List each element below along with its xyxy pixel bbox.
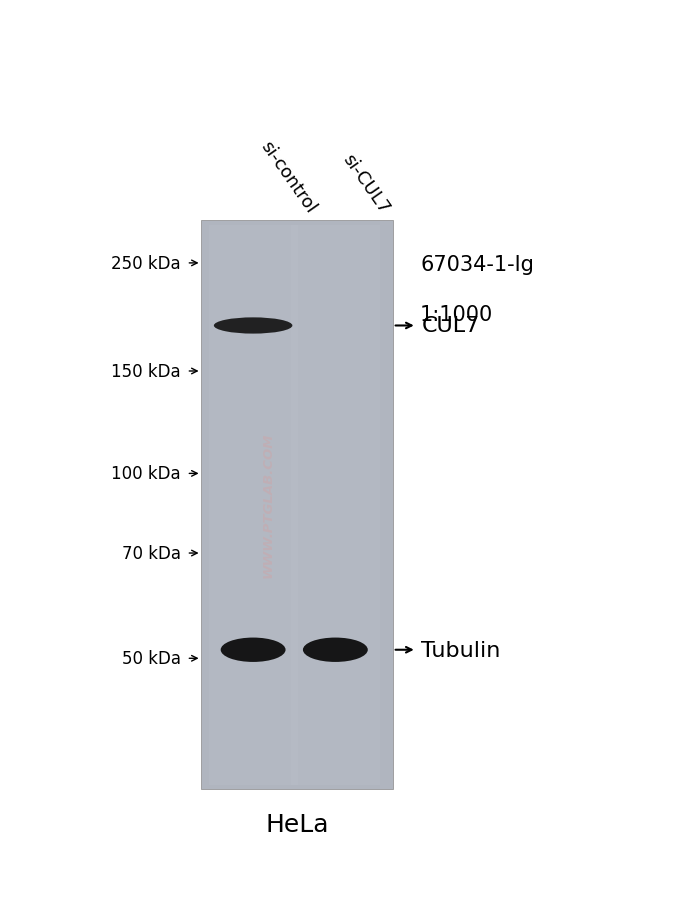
Text: WWW.PTGLAB.COM: WWW.PTGLAB.COM: [262, 433, 275, 577]
Text: CUL7: CUL7: [421, 316, 479, 336]
Text: 50 kDa: 50 kDa: [122, 649, 181, 667]
Text: Tubulin: Tubulin: [421, 640, 501, 660]
Text: 150 kDa: 150 kDa: [111, 363, 181, 381]
Text: HeLa: HeLa: [266, 812, 329, 836]
Text: si-control: si-control: [257, 138, 319, 216]
Bar: [291, 226, 380, 785]
Bar: [209, 226, 298, 785]
Ellipse shape: [221, 638, 285, 662]
Text: 67034-1-Ig: 67034-1-Ig: [420, 255, 534, 275]
Text: 1:1000: 1:1000: [420, 305, 493, 325]
Ellipse shape: [214, 318, 292, 335]
Text: 70 kDa: 70 kDa: [122, 545, 181, 563]
Text: 250 kDa: 250 kDa: [111, 254, 181, 272]
Bar: [201, 221, 393, 789]
Ellipse shape: [303, 638, 367, 662]
Text: 100 kDa: 100 kDa: [111, 465, 181, 483]
Text: si-CUL7: si-CUL7: [339, 151, 393, 216]
